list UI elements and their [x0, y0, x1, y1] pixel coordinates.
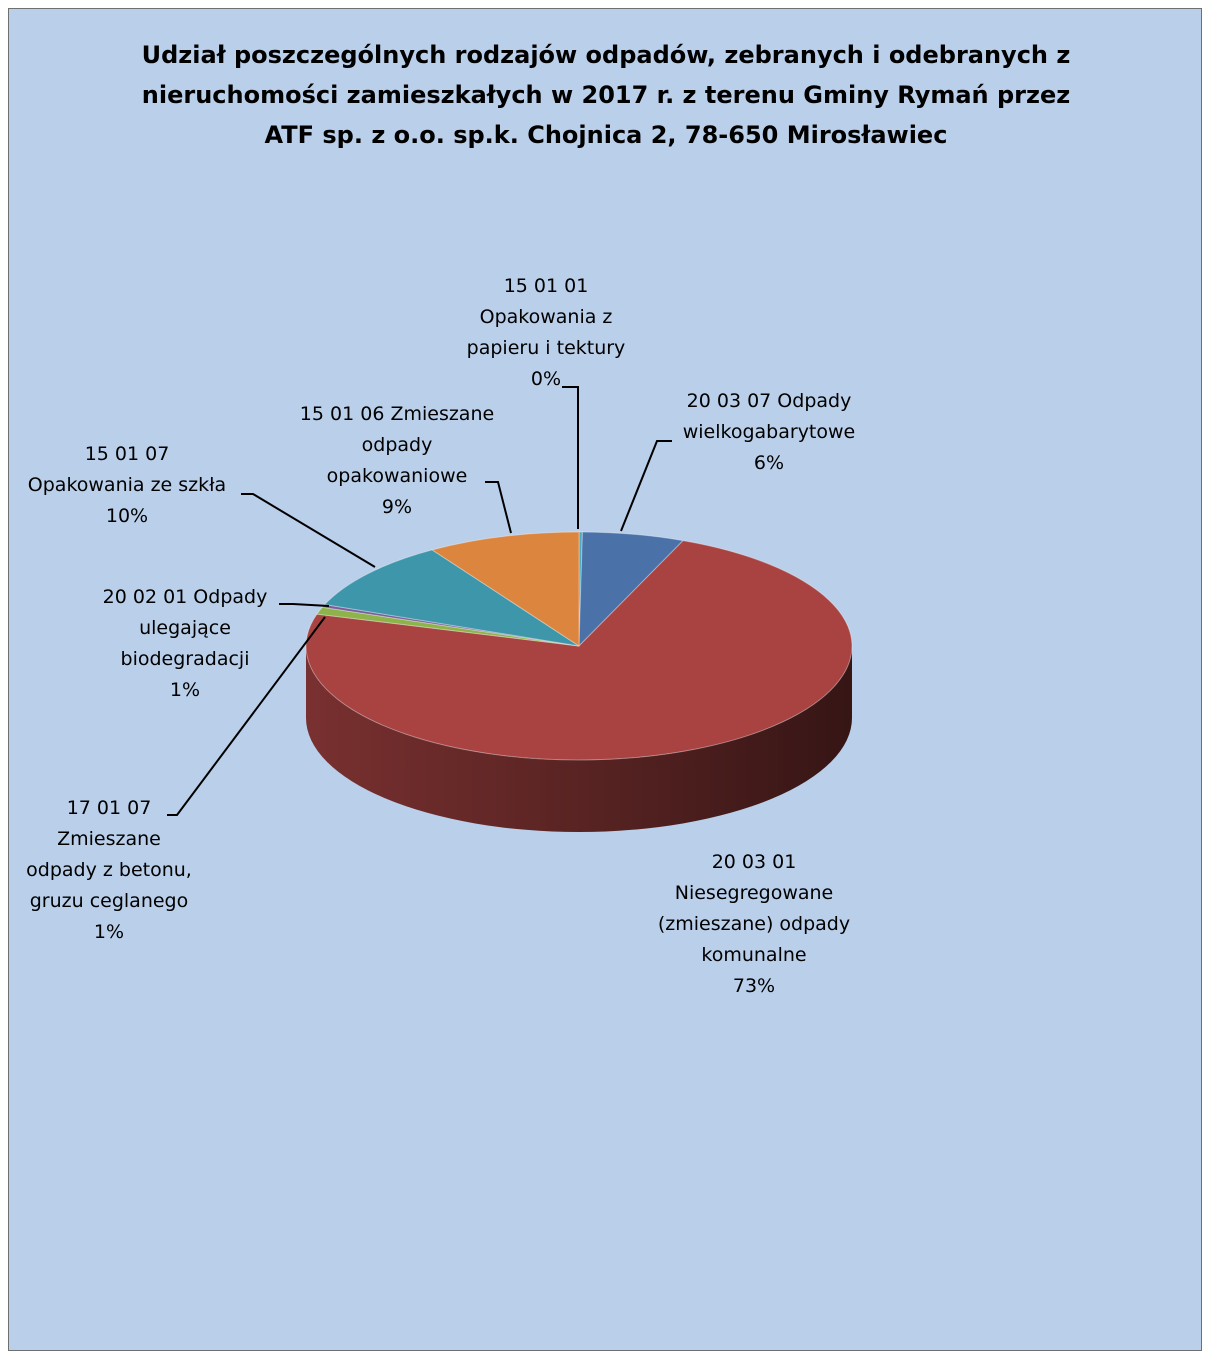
- label-line: (zmieszane) odpady: [657, 913, 851, 935]
- label-line: wielkogabarytowe: [682, 421, 856, 443]
- slice-s-170107: [316, 606, 580, 647]
- label-line: 17 01 07: [66, 797, 152, 819]
- label-line: 6%: [753, 452, 785, 474]
- leader-s-150107: [241, 493, 376, 568]
- leader-s-200201: [279, 603, 330, 607]
- chart-title-line: ATF sp. z o.o. sp.k. Chojnica 2, 78-650 …: [264, 121, 948, 149]
- label-line: 1%: [93, 921, 125, 943]
- pie-chart: [167, 386, 853, 832]
- label-150106: 15 01 06 Zmieszane odpady opakowaniowe 9…: [287, 399, 507, 523]
- slice-s-150107: [323, 549, 580, 647]
- label-line: ulegające: [139, 617, 231, 639]
- slice-s-150106: [430, 531, 580, 647]
- label-200201: 20 02 01 Odpady ulegające biodegradacji …: [85, 582, 285, 706]
- label-line: 20 03 01: [711, 851, 797, 873]
- label-line: Niesegregowane: [674, 882, 834, 904]
- label-200301: 20 03 01 Niesegregowane (zmieszane) odpa…: [629, 847, 879, 1002]
- label-line: 15 01 07: [84, 443, 170, 465]
- leader-s-150106: [485, 481, 512, 534]
- label-line: 15 01 06 Zmieszane: [299, 403, 495, 425]
- chart-title-line: Udział poszczególnych rodzajów odpadów, …: [141, 41, 1071, 69]
- label-line: komunalne: [701, 944, 807, 966]
- pie-top: [305, 531, 853, 761]
- label-line: Opakowania z: [479, 306, 613, 328]
- label-line: opakowaniowe: [326, 465, 468, 487]
- chart-title-line: nieruchomości zamieszkałych w 2017 r. z …: [141, 81, 1071, 109]
- label-line: 10%: [105, 505, 149, 527]
- label-170107: 17 01 07 Zmieszane odpady z betonu, gruz…: [9, 793, 209, 948]
- label-line: 20 02 01 Odpady: [102, 586, 268, 608]
- label-line: odpady z betonu,: [26, 859, 192, 881]
- label-line: 0%: [530, 368, 562, 390]
- label-line: 15 01 01: [503, 275, 589, 297]
- chart-title: Udział poszczególnych rodzajów odpadów, …: [29, 35, 1183, 155]
- label-line: 9%: [381, 496, 413, 518]
- slice-s-200307: [578, 531, 685, 648]
- label-line: 20 03 07 Odpady: [686, 390, 852, 412]
- slice-s-200301: [305, 540, 853, 761]
- leader-s-200307: [620, 440, 672, 532]
- label-line: odpady: [361, 434, 433, 456]
- slice-s-150101: [578, 531, 583, 647]
- label-line: gruzu ceglanego: [29, 890, 189, 912]
- label-150101: 15 01 01 Opakowania z papieru i tektury …: [461, 271, 631, 395]
- label-line: Zmieszane: [57, 828, 161, 850]
- label-200307: 20 03 07 Odpady wielkogabarytowe 6%: [659, 386, 879, 479]
- leader-s-150101: [562, 386, 579, 529]
- label-line: papieru i tektury: [466, 337, 626, 359]
- leader-lines: [167, 386, 672, 816]
- label-line: Opakowania ze szkła: [27, 474, 227, 496]
- label-line: 73%: [732, 975, 776, 997]
- chart-area: Udział poszczególnych rodzajów odpadów, …: [8, 8, 1202, 1351]
- label-150107: 15 01 07 Opakowania ze szkła 10%: [9, 439, 245, 532]
- leader-s-170107: [167, 616, 326, 816]
- pie-side-walls: [306, 646, 852, 832]
- side-s-200301: [306, 646, 852, 832]
- label-line: biodegradacji: [120, 648, 250, 670]
- label-line: 1%: [169, 679, 201, 701]
